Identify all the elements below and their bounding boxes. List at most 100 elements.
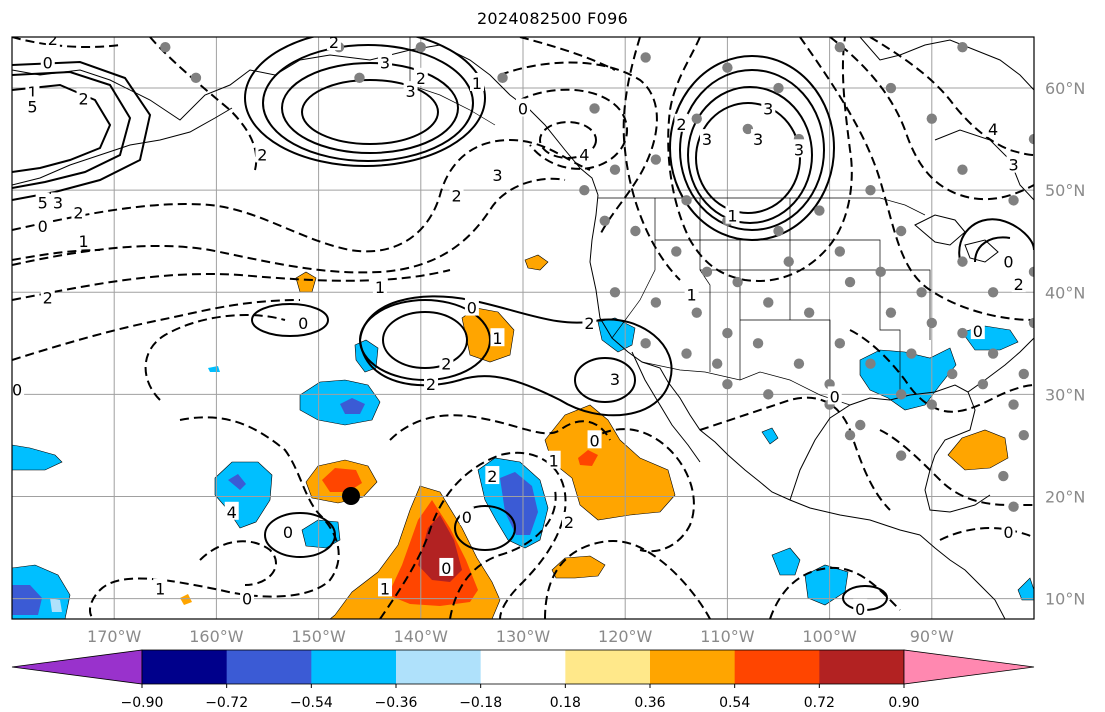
contour-label-bg <box>1001 251 1016 270</box>
station-dot <box>1008 195 1019 206</box>
contour-label-bg <box>986 118 1001 137</box>
contour-label: 2 <box>487 467 497 486</box>
longitude-tick-label: 100°W <box>802 627 857 646</box>
contour-label: 1 <box>472 74 482 93</box>
station-dot <box>895 225 907 237</box>
longitude-tick-label: 150°W <box>291 627 346 646</box>
station-dot <box>865 184 876 196</box>
positive-shading-small-2 <box>524 254 549 271</box>
contour-label: 0 <box>242 590 252 609</box>
border-us-mexico <box>641 361 851 406</box>
contour-label-bg <box>1001 522 1016 541</box>
contour-greatlakes <box>958 218 1034 261</box>
contour-label: 4 <box>579 145 589 164</box>
contour-label-bg <box>761 98 776 117</box>
political-borders <box>409 37 931 406</box>
contour-greatlakes <box>974 236 1011 263</box>
positive-shading-small-1 <box>295 271 317 293</box>
contour-label-bg <box>1011 274 1026 293</box>
contour-label-bg <box>449 185 464 204</box>
map-border <box>11 36 1035 620</box>
station-dot <box>160 42 171 53</box>
contour-label-bg <box>699 129 714 148</box>
station-dot <box>722 327 733 339</box>
contour-label-bg <box>35 192 50 211</box>
contour-label-bg <box>378 578 393 597</box>
station-dot <box>650 297 662 308</box>
coastline-central-america <box>919 534 1006 619</box>
contour-label: 1 <box>78 232 88 251</box>
station-dot <box>630 225 641 237</box>
station-dot <box>681 195 692 206</box>
solid-contours <box>12 37 1034 611</box>
dashed-contour <box>12 249 101 261</box>
contour-label: 1 <box>549 452 559 471</box>
dashed-contour <box>829 37 1034 201</box>
negative-shading-california <box>597 317 636 353</box>
station-dot <box>701 266 713 278</box>
positive-shading-california <box>461 307 515 363</box>
longitude-tick-label: 90°W <box>910 627 954 646</box>
contour-label: 5 <box>27 97 37 116</box>
colorbar-tick-label: 0.18 <box>550 695 581 711</box>
storm-position-marker <box>342 487 360 505</box>
contour-label: 0 <box>38 217 48 236</box>
station-dot <box>722 62 733 73</box>
colorbar-segment <box>819 650 905 684</box>
colorbar-segment <box>565 650 651 684</box>
contour-ring <box>687 86 813 224</box>
station-dot <box>926 399 937 410</box>
contour-label-bg <box>561 512 576 530</box>
dashed-contour <box>149 37 258 171</box>
dashed-contour <box>769 566 901 619</box>
station-dot <box>895 389 907 400</box>
contour-label: 4 <box>988 120 998 139</box>
contour-label-bg <box>296 312 311 331</box>
contour-label-bg <box>587 430 602 449</box>
longitude-tick-label: 140°W <box>394 627 449 646</box>
contour-label: 1 <box>687 285 697 304</box>
dashed-contour <box>589 428 695 553</box>
contour-label: 0 <box>298 314 308 333</box>
contour-label-bg <box>751 129 766 148</box>
station-dot <box>926 113 937 124</box>
station-dot <box>497 72 508 84</box>
dashed-contour <box>622 37 681 281</box>
latitude-tick-label: 60°N <box>1045 79 1085 98</box>
colorbar-tick-label: 0.36 <box>634 695 665 711</box>
contour-label: 2 <box>584 314 594 333</box>
coastline-canada <box>859 37 1034 91</box>
contour-label-bg <box>403 81 418 100</box>
station-dot <box>906 348 917 359</box>
station-dot <box>814 205 825 216</box>
dashed-contour <box>499 61 658 236</box>
contour-label: 2 <box>451 186 461 205</box>
station-dot <box>957 42 968 53</box>
latitude-tick-label: 40°N <box>1045 283 1085 302</box>
positive-shading-small-4 <box>180 594 192 605</box>
positive-shading-gulf-east <box>947 429 1009 471</box>
contour-ring <box>382 311 468 369</box>
dashed-contour <box>849 329 1034 413</box>
contour-label-bg <box>372 277 387 296</box>
contour-label: 3 <box>1008 156 1018 175</box>
station-dot <box>190 72 202 84</box>
map-title: 2024082500 F096 <box>476 9 629 28</box>
contour-label: 5 <box>38 193 48 212</box>
dashed-contour <box>667 37 853 282</box>
station-dot <box>803 307 815 318</box>
contour-label: 1 <box>375 278 385 297</box>
contour-label-bg <box>582 312 597 331</box>
contour-label: 0 <box>12 380 22 399</box>
contour-label-bg <box>25 82 40 101</box>
contour-label-bg <box>464 297 479 316</box>
dashed-contour <box>12 299 301 361</box>
station-dot <box>1028 133 1034 145</box>
dashed-contour <box>799 37 1034 321</box>
station-dot <box>855 419 866 431</box>
contour-label: 3 <box>702 130 712 149</box>
dashed-contour <box>12 177 566 274</box>
contour-label-bg <box>725 205 740 224</box>
latitude-tick-label: 10°N <box>1045 590 1085 609</box>
station-dot <box>1028 266 1034 278</box>
